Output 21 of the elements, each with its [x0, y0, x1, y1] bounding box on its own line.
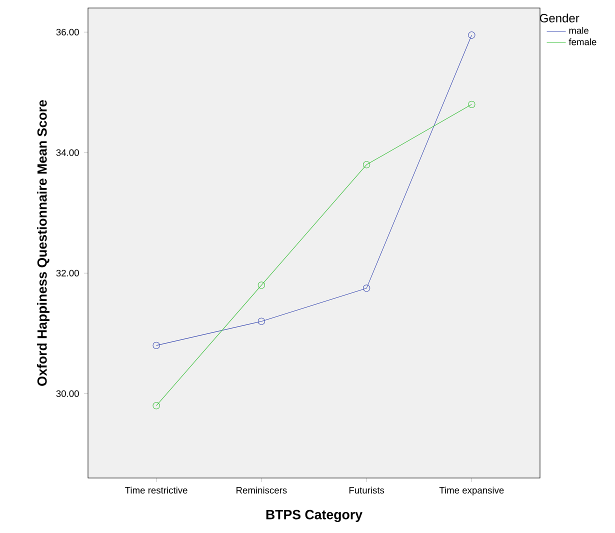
point	[362, 284, 370, 292]
y-tick-label: 34.00	[56, 149, 79, 156]
point	[258, 318, 266, 325]
x-tick-label: Time restrictive	[125, 486, 188, 494]
x-tick-label: Time expansive	[439, 486, 504, 496]
point	[152, 402, 160, 410]
legend-label: male	[569, 26, 588, 34]
point	[362, 161, 370, 168]
x-tick-label: Reminiscers	[236, 486, 287, 494]
point	[468, 32, 476, 39]
legend-label: female	[568, 38, 596, 46]
y-tick-label: 30.00	[56, 390, 79, 397]
legend-title: Gender	[540, 14, 580, 22]
point	[258, 282, 266, 289]
x-tick-label: Futurists	[349, 486, 384, 494]
y-tick-label: 36.00	[56, 28, 79, 36]
y-axis-title: Oxford Happiness Questionnaire Mean Score	[37, 100, 50, 386]
point	[152, 342, 160, 350]
x-axis-title: BTPS Category	[266, 510, 362, 522]
y-tick-label: 32.00	[56, 270, 79, 276]
point	[468, 100, 476, 108]
